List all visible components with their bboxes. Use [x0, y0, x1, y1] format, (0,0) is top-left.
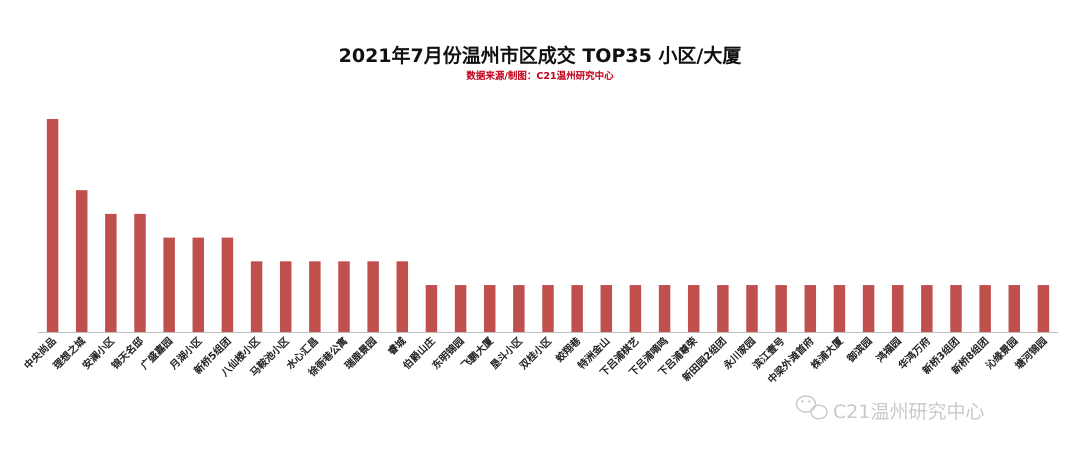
bar-15 [454, 285, 467, 333]
bar-20 [600, 285, 613, 333]
bar-1 [46, 119, 59, 333]
bar-12 [367, 261, 379, 333]
bar-31 [921, 285, 933, 333]
watermark: C21温州研究中心 [795, 395, 984, 423]
watermark-text: C21温州研究中心 [833, 401, 984, 423]
bar-13 [396, 261, 409, 333]
bar-27 [804, 285, 817, 333]
x-tick-label: 御滨园 [844, 334, 875, 365]
wechat-icon [795, 395, 828, 420]
bar-24 [717, 285, 729, 333]
bar-18 [542, 285, 554, 333]
x-tick-labels: 中央尚品理想之城安澜小区锦天名邸广盛嘉园月湖小区新桥5组团八仙楼小区马鞍池小区水… [21, 334, 1049, 386]
bar-10 [309, 261, 321, 333]
bar-11 [338, 261, 350, 333]
bar-9 [279, 261, 292, 333]
bar-8 [250, 261, 263, 333]
x-tick-label: 株浦大厦 [808, 334, 846, 372]
x-tick-label: 双桂小区 [517, 334, 554, 371]
x-tick-label: 睿城 [385, 334, 408, 357]
bar-2 [75, 190, 88, 333]
bar-34 [1008, 285, 1021, 333]
chart-title: 2021年7月份温州市区成交 TOP35 小区/大厦 [339, 44, 743, 67]
bar-25 [746, 285, 758, 333]
bar-14 [425, 285, 438, 333]
bar-23 [687, 285, 700, 333]
bar-35 [1037, 285, 1050, 333]
x-tick-label: 鸿福园 [873, 334, 903, 364]
bar-7 [221, 237, 234, 333]
bar-26 [775, 285, 787, 333]
bar-32 [950, 285, 962, 333]
chart-subtitle: 数据来源/制图：C21温州研究中心 [465, 70, 614, 82]
bar-29 [862, 285, 875, 333]
bar-30 [891, 285, 904, 333]
bar-4 [134, 213, 146, 333]
bar-33 [979, 285, 991, 333]
bar-16 [483, 285, 496, 333]
bar-3 [105, 213, 117, 333]
bar-17 [513, 285, 525, 333]
x-tick-label: 塘河锦园 [1012, 334, 1049, 371]
bar-22 [658, 285, 671, 333]
bar-28 [833, 285, 846, 333]
bar-5 [163, 237, 175, 333]
bar-6 [192, 237, 205, 333]
x-tick-label: 永川家园 [720, 334, 758, 372]
bar-21 [629, 285, 642, 333]
bar-19 [571, 285, 583, 333]
x-tick-label: 瑞鹿景园 [342, 334, 379, 371]
bar-series [46, 119, 1050, 333]
